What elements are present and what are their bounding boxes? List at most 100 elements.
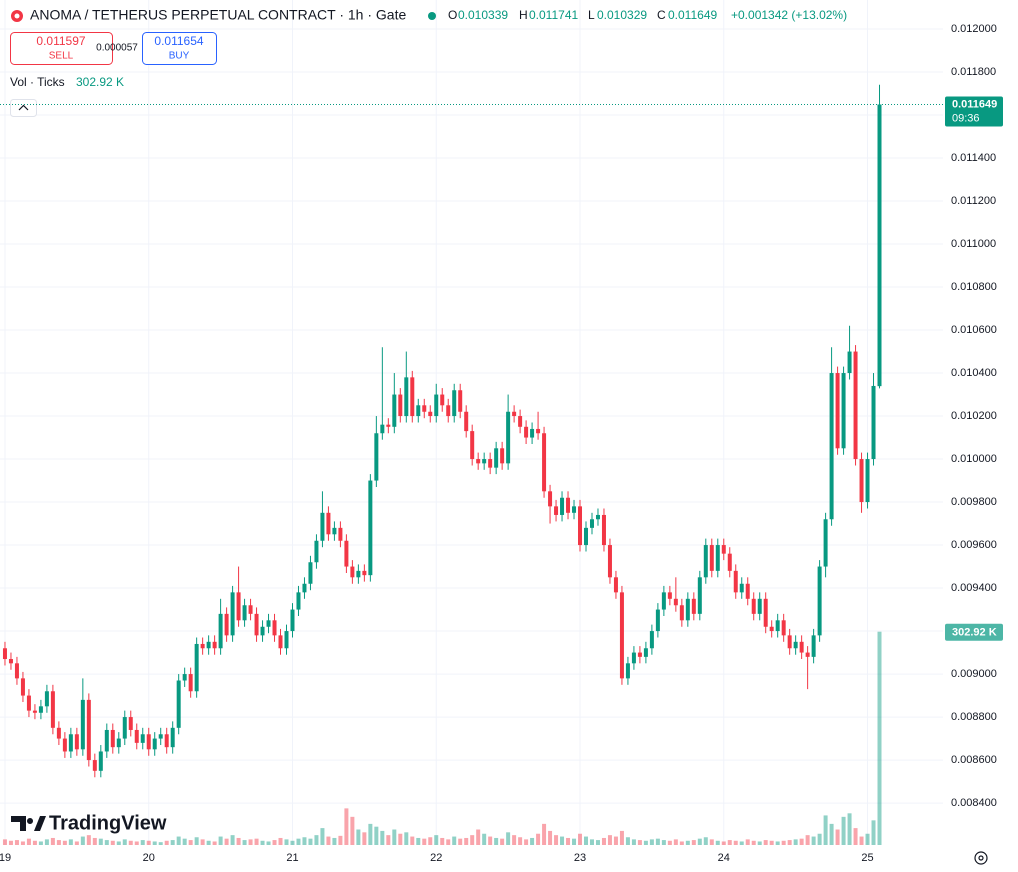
volume-bar [607,835,612,845]
candle-body [386,424,391,427]
volume-bar [38,841,43,845]
volume-bar [314,835,319,845]
candle-body [679,605,684,621]
last-price-label: 0.011649 [952,98,997,110]
candle-body [554,506,559,515]
candle-body [80,699,85,750]
volume-bar [524,839,529,845]
candle-body [835,373,840,449]
buy-label[interactable]: BUY [169,51,190,62]
candle-body [200,643,205,649]
volume-bar [452,836,457,845]
candle-body [733,570,738,593]
volume-bar [625,837,630,845]
candle-body [308,562,313,584]
candle-body [440,394,445,406]
buy-button[interactable]: 0.011654 BUY [142,32,217,65]
volume-bar [476,829,481,845]
collapse-box[interactable] [10,99,37,117]
volume-bar [560,836,565,845]
volume-bar [218,836,223,845]
candle-body [691,598,696,614]
volume-bar [128,840,133,845]
candle-body [667,592,672,599]
volume-bar [146,840,151,845]
candle-body [727,553,732,571]
candle-body [350,566,355,578]
candle-body [751,598,756,614]
volume-bar [835,829,840,845]
candle-body [578,506,583,546]
settings-icon-center[interactable] [978,855,984,861]
candle-body [476,459,481,464]
sell-box[interactable] [10,32,113,65]
candle-body [278,635,283,649]
volume-bar [859,836,864,845]
candle-body [488,459,493,468]
candle-body [122,717,127,739]
candle-body [176,680,181,728]
candle-body [601,514,606,546]
volume-bar [548,830,553,845]
candle-body [631,652,636,664]
volume-bar [619,830,624,845]
candle-body [446,405,451,417]
candle-body [290,609,295,632]
candle-body [506,411,511,464]
volume-bar [787,840,792,845]
grid [0,0,943,845]
volume-bar [631,839,636,845]
sell-price[interactable]: 0.011597 [36,34,85,48]
volume-bar [302,837,307,845]
y-tick-label: 0.011200 [951,195,996,207]
volume-bar [284,839,289,845]
settings-icon[interactable] [974,851,988,865]
candle-body [302,583,307,593]
low-value: 0.010329 [597,8,647,22]
candle-body [524,426,529,438]
candle-body [781,620,786,636]
candle-body [44,691,49,707]
volume-bar [212,841,217,845]
buy-price[interactable]: 0.011654 [154,34,203,48]
candle-body [607,545,612,578]
candle-body [206,641,211,649]
volume-bar [709,839,714,845]
volume-bar [757,841,762,845]
candle-body [458,390,463,412]
sell-button[interactable]: 0.011597 SELL [10,32,113,65]
volume-bar [703,837,708,845]
candle-body [542,433,547,492]
candle-body [637,652,642,657]
candle-body [673,598,678,606]
logo: TradingView [11,812,167,834]
settings-button[interactable] [974,851,988,865]
collapse-button[interactable] [10,99,37,117]
volume-bar [601,837,606,845]
candle-body [410,377,415,417]
chart-title: ANOMA / TETHERUS PERPETUAL CONTRACT · 1h… [30,7,406,23]
candle-body [769,626,774,632]
volume-bar [715,840,720,845]
candle-body [266,620,271,627]
volume-bar [518,837,523,845]
volume-bar [661,840,666,845]
volume-bar [853,828,858,845]
buy-box[interactable] [142,32,217,65]
collapse-icon[interactable] [18,104,29,111]
logo-mark [11,816,46,831]
candle-body [152,738,157,750]
candle-body [619,592,624,679]
candle-body [721,545,726,554]
y-tick-label: 0.009800 [951,496,997,508]
volume-bar [20,841,25,845]
volume-bar [2,839,7,845]
candle-body [829,373,834,520]
candle-body [14,663,19,679]
candle-body [703,545,708,578]
sell-label[interactable]: SELL [49,51,74,62]
volume-bar [320,828,325,845]
volume-bar [416,837,421,845]
candle-body [332,527,337,535]
candle-body [877,104,882,387]
